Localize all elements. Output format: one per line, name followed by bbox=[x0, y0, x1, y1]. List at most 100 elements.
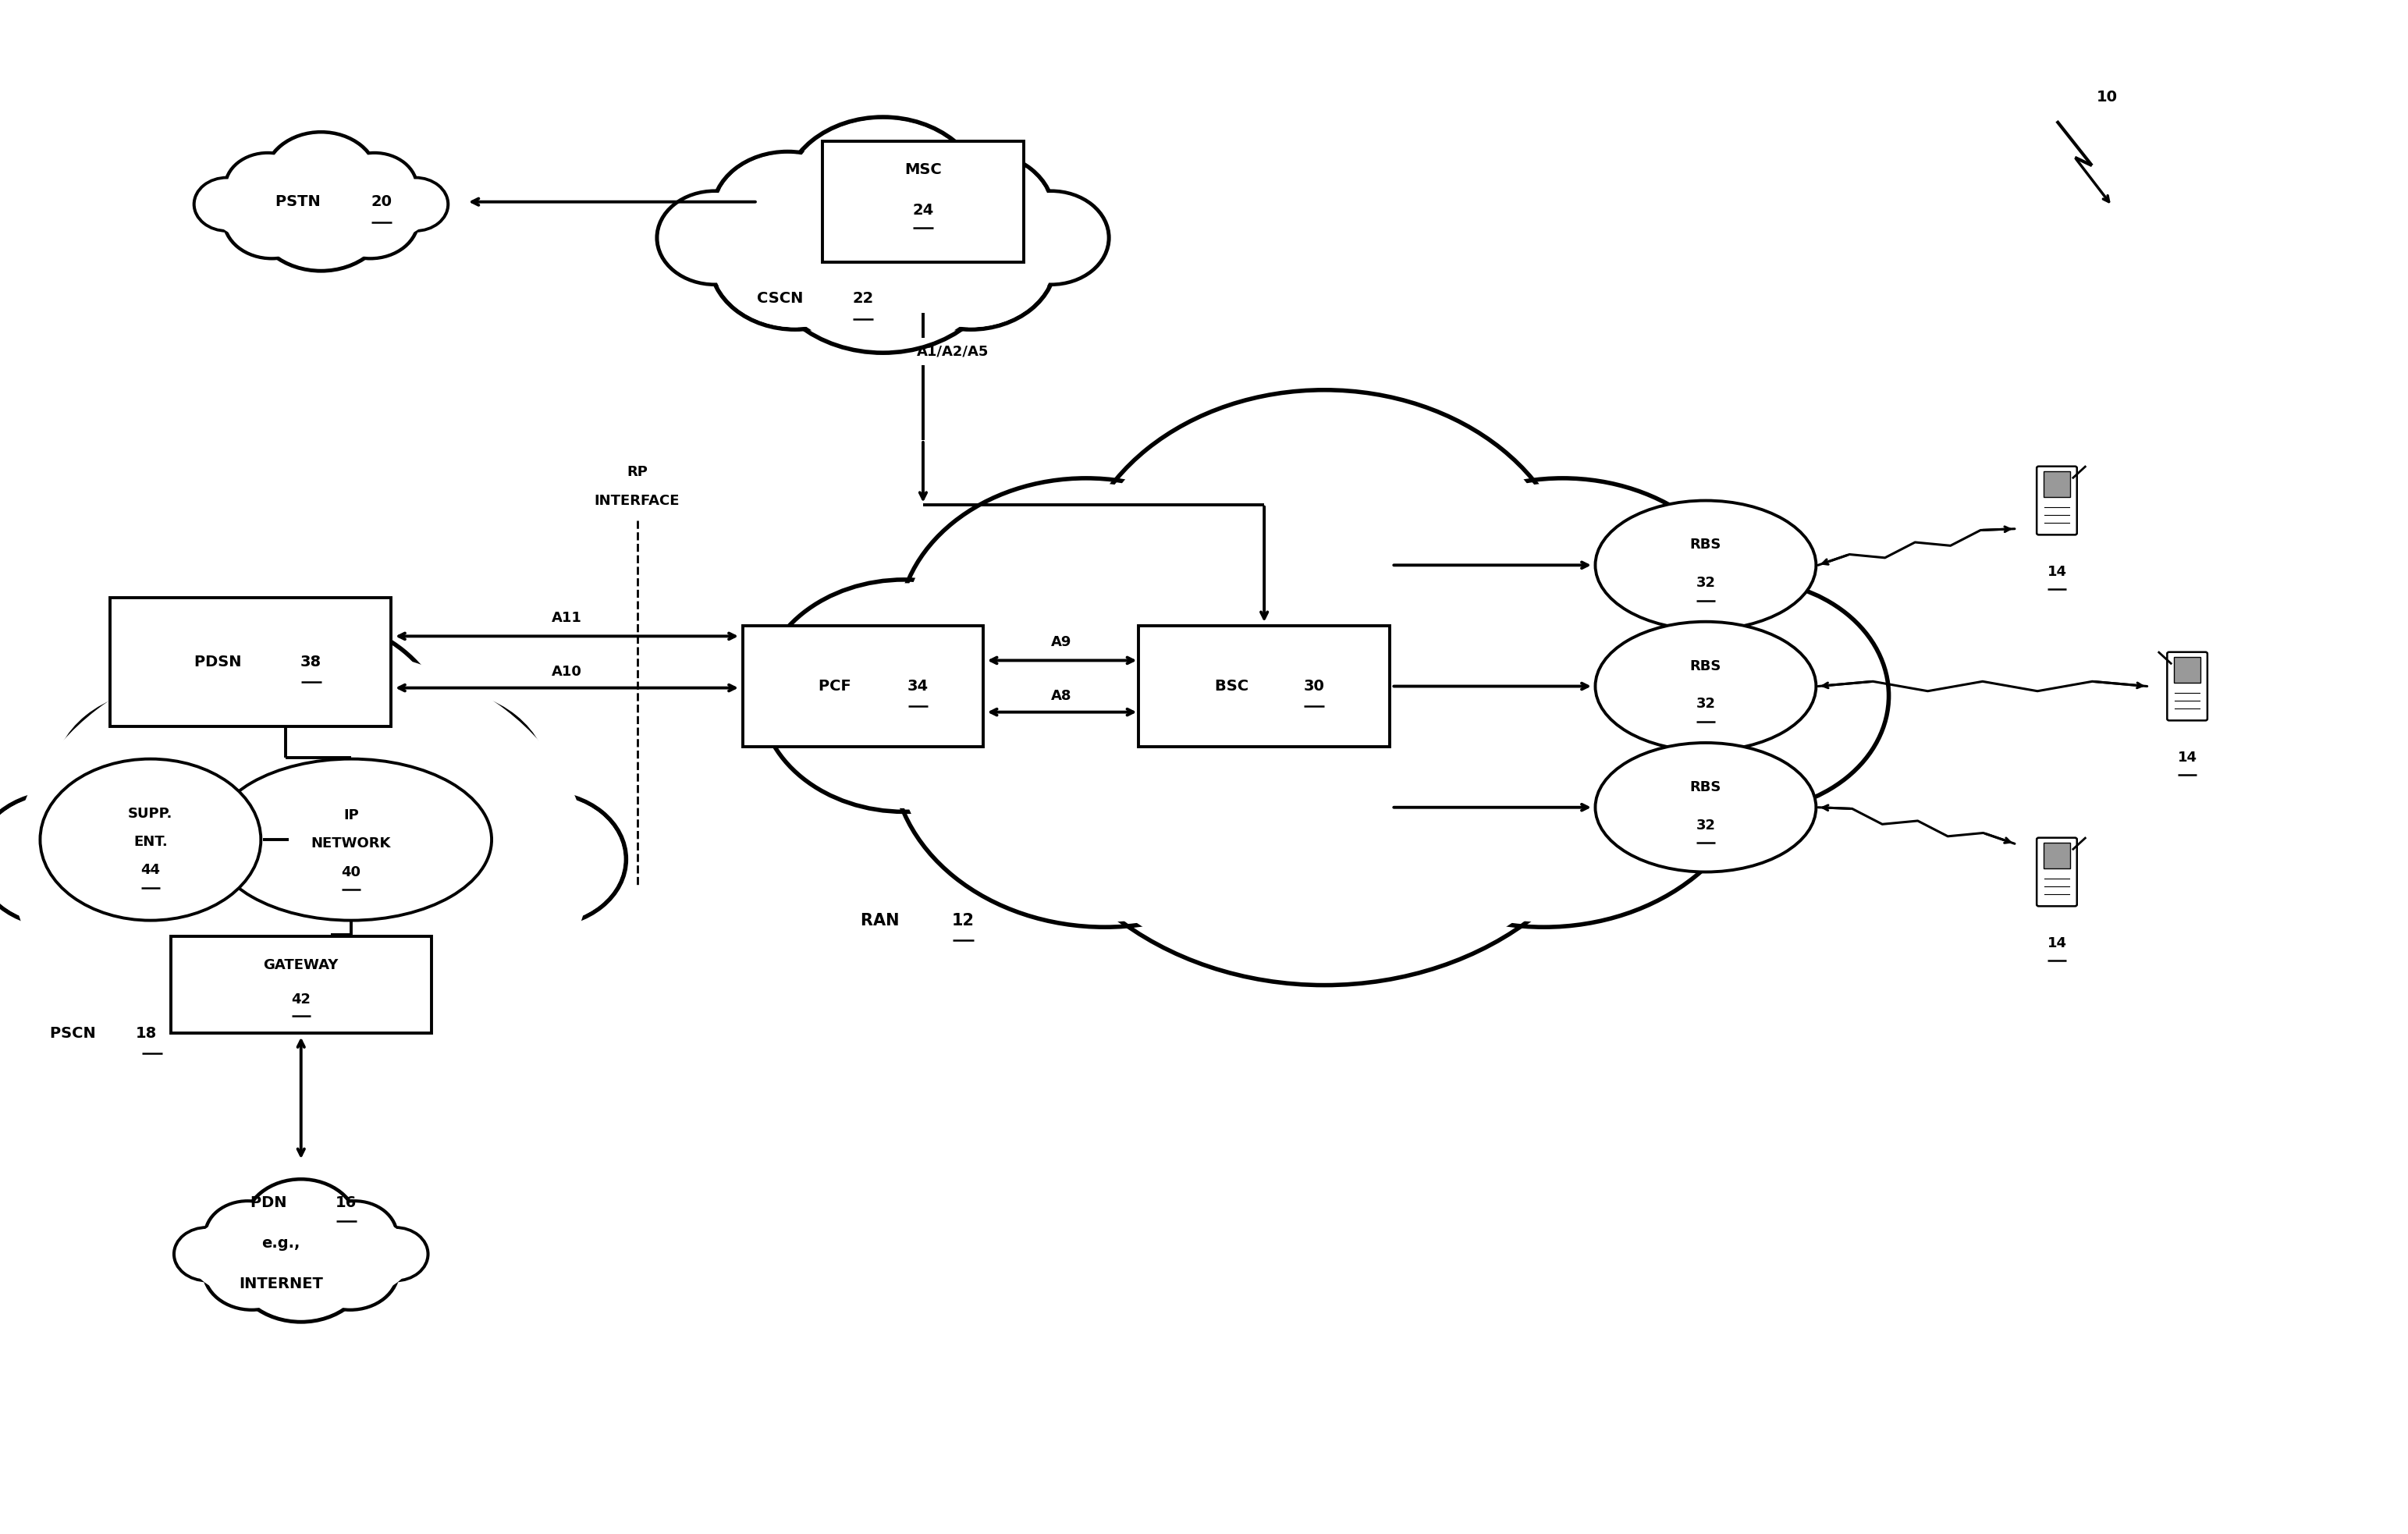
Circle shape bbox=[265, 132, 378, 222]
Text: INTERNET: INTERNET bbox=[238, 1276, 323, 1292]
Text: 14: 14 bbox=[2047, 936, 2066, 950]
Ellipse shape bbox=[809, 512, 1840, 891]
Text: RAN: RAN bbox=[860, 913, 905, 928]
Circle shape bbox=[1380, 483, 1746, 776]
Circle shape bbox=[226, 155, 308, 221]
Text: GATEWAY: GATEWAY bbox=[262, 957, 340, 973]
Circle shape bbox=[234, 1213, 368, 1322]
Bar bbox=[2044, 471, 2071, 497]
Text: e.g.,: e.g., bbox=[262, 1236, 301, 1250]
Ellipse shape bbox=[185, 1203, 417, 1309]
Circle shape bbox=[325, 183, 417, 256]
Circle shape bbox=[783, 117, 982, 279]
Text: INTERFACE: INTERFACE bbox=[595, 494, 679, 508]
Circle shape bbox=[766, 163, 999, 350]
Text: RP: RP bbox=[626, 465, 648, 479]
Text: A9: A9 bbox=[1052, 635, 1072, 649]
Text: A8: A8 bbox=[1052, 689, 1072, 703]
Circle shape bbox=[303, 1232, 397, 1310]
Text: 44: 44 bbox=[140, 864, 161, 877]
Ellipse shape bbox=[212, 759, 491, 920]
Text: NETWORK: NETWORK bbox=[311, 836, 390, 851]
Circle shape bbox=[55, 692, 272, 865]
Bar bbox=[742, 626, 982, 747]
Text: RBS: RBS bbox=[1690, 538, 1722, 552]
Ellipse shape bbox=[12, 644, 590, 1089]
Circle shape bbox=[205, 1201, 289, 1269]
Circle shape bbox=[308, 836, 547, 1028]
Ellipse shape bbox=[188, 1204, 414, 1307]
Circle shape bbox=[886, 192, 1057, 330]
Circle shape bbox=[1375, 479, 1751, 781]
Text: 32: 32 bbox=[1695, 575, 1714, 591]
Circle shape bbox=[173, 1229, 238, 1279]
Circle shape bbox=[383, 178, 448, 230]
Text: A1/A2/A5: A1/A2/A5 bbox=[917, 344, 990, 359]
Text: PSTN: PSTN bbox=[277, 195, 325, 209]
Circle shape bbox=[195, 179, 258, 230]
Circle shape bbox=[364, 1229, 426, 1279]
Circle shape bbox=[246, 1181, 356, 1269]
Circle shape bbox=[1023, 500, 1625, 985]
Circle shape bbox=[161, 620, 441, 845]
Text: 32: 32 bbox=[1695, 818, 1714, 831]
Circle shape bbox=[713, 152, 862, 273]
Circle shape bbox=[58, 693, 270, 864]
Ellipse shape bbox=[824, 520, 1825, 885]
Circle shape bbox=[1074, 390, 1575, 793]
Bar bbox=[2174, 657, 2201, 683]
Circle shape bbox=[226, 153, 311, 221]
Circle shape bbox=[0, 795, 140, 923]
Circle shape bbox=[303, 833, 549, 1031]
Text: CSCN: CSCN bbox=[756, 291, 809, 307]
Text: SUPP.: SUPP. bbox=[128, 807, 173, 821]
Bar bbox=[171, 937, 431, 1034]
Circle shape bbox=[253, 163, 388, 270]
Circle shape bbox=[332, 693, 544, 864]
Circle shape bbox=[205, 1232, 299, 1310]
Circle shape bbox=[763, 160, 1004, 353]
Circle shape bbox=[660, 193, 771, 282]
Circle shape bbox=[207, 1203, 289, 1269]
Circle shape bbox=[128, 778, 474, 1057]
Text: 14: 14 bbox=[2047, 565, 2066, 578]
Circle shape bbox=[323, 181, 419, 258]
Ellipse shape bbox=[5, 637, 597, 1097]
Text: 10: 10 bbox=[2097, 89, 2117, 104]
Circle shape bbox=[226, 183, 318, 256]
Text: A11: A11 bbox=[551, 611, 583, 624]
Text: IP: IP bbox=[344, 808, 359, 822]
Circle shape bbox=[1081, 396, 1568, 787]
Ellipse shape bbox=[1594, 621, 1816, 750]
Circle shape bbox=[898, 589, 1312, 922]
FancyBboxPatch shape bbox=[2037, 466, 2078, 535]
Circle shape bbox=[992, 192, 1108, 284]
Circle shape bbox=[364, 1229, 426, 1279]
Text: 32: 32 bbox=[1695, 696, 1714, 712]
Text: 34: 34 bbox=[908, 680, 929, 693]
Text: 16: 16 bbox=[335, 1195, 356, 1210]
Circle shape bbox=[1601, 580, 1888, 811]
Circle shape bbox=[205, 1233, 299, 1309]
Circle shape bbox=[157, 617, 445, 848]
Circle shape bbox=[132, 781, 470, 1052]
Text: 38: 38 bbox=[301, 655, 323, 669]
Circle shape bbox=[903, 152, 1052, 273]
Circle shape bbox=[313, 1201, 397, 1269]
Text: 14: 14 bbox=[2177, 750, 2196, 764]
Circle shape bbox=[1332, 584, 1758, 927]
FancyBboxPatch shape bbox=[2167, 652, 2208, 721]
Text: 20: 20 bbox=[371, 195, 393, 209]
Circle shape bbox=[330, 692, 547, 865]
Ellipse shape bbox=[1594, 500, 1816, 630]
Text: MSC: MSC bbox=[905, 163, 942, 176]
Text: 18: 18 bbox=[135, 1026, 157, 1042]
Circle shape bbox=[889, 195, 1052, 327]
Circle shape bbox=[383, 179, 445, 230]
Circle shape bbox=[313, 1203, 395, 1269]
Text: 30: 30 bbox=[1303, 680, 1324, 693]
Circle shape bbox=[710, 192, 881, 330]
Circle shape bbox=[891, 584, 1317, 927]
Circle shape bbox=[0, 793, 142, 927]
Circle shape bbox=[763, 583, 1045, 808]
